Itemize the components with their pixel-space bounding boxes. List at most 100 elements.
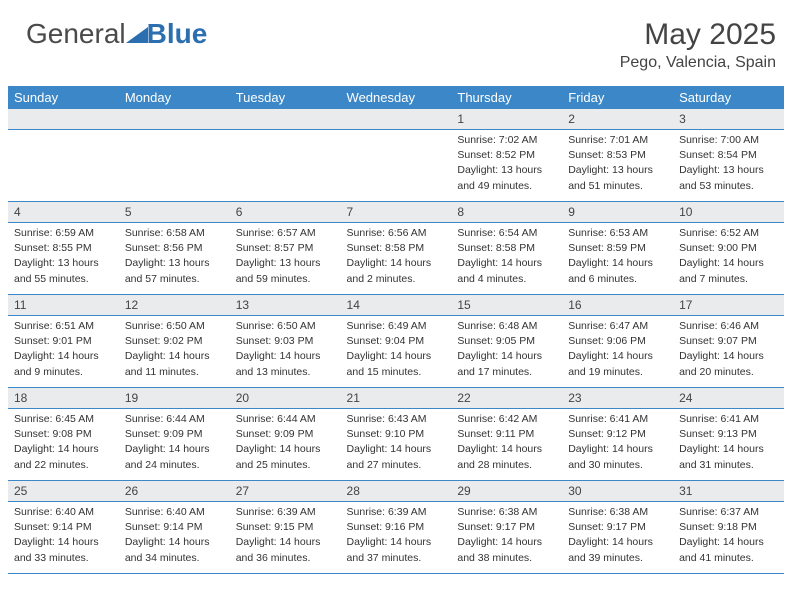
day-number <box>341 109 452 130</box>
day1-text: Daylight: 13 hours <box>125 256 224 270</box>
sunrise-text: Sunrise: 6:41 AM <box>679 412 778 426</box>
day-cell: Sunrise: 6:38 AMSunset: 9:17 PMDaylight:… <box>451 502 562 574</box>
day-cell: Sunrise: 6:44 AMSunset: 9:09 PMDaylight:… <box>230 409 341 481</box>
logo-triangle-icon <box>126 27 148 43</box>
day-number: 10 <box>673 202 784 223</box>
day-number: 26 <box>119 481 230 502</box>
day2-text: and 13 minutes. <box>236 365 335 379</box>
day-number: 29 <box>451 481 562 502</box>
day1-text: Daylight: 14 hours <box>568 349 667 363</box>
day2-text: and 53 minutes. <box>679 179 778 193</box>
day-cell: Sunrise: 7:02 AMSunset: 8:52 PMDaylight:… <box>451 130 562 202</box>
sunset-text: Sunset: 9:00 PM <box>679 241 778 255</box>
day2-text: and 59 minutes. <box>236 272 335 286</box>
sunrise-text: Sunrise: 6:39 AM <box>347 505 446 519</box>
day1-text: Daylight: 14 hours <box>679 442 778 456</box>
sunrise-text: Sunrise: 6:44 AM <box>125 412 224 426</box>
sunset-text: Sunset: 9:09 PM <box>125 427 224 441</box>
sunset-text: Sunset: 9:10 PM <box>347 427 446 441</box>
day1-text: Daylight: 14 hours <box>347 349 446 363</box>
day-cell <box>119 130 230 202</box>
sunset-text: Sunset: 9:18 PM <box>679 520 778 534</box>
day2-text: and 15 minutes. <box>347 365 446 379</box>
day2-text: and 34 minutes. <box>125 551 224 565</box>
day2-text: and 27 minutes. <box>347 458 446 472</box>
content-row: Sunrise: 6:51 AMSunset: 9:01 PMDaylight:… <box>8 316 784 388</box>
sunrise-text: Sunrise: 6:49 AM <box>347 319 446 333</box>
day-cell <box>8 130 119 202</box>
day1-text: Daylight: 14 hours <box>14 442 113 456</box>
day-number: 1 <box>451 109 562 130</box>
sunrise-text: Sunrise: 6:40 AM <box>14 505 113 519</box>
day1-text: Daylight: 14 hours <box>568 535 667 549</box>
day1-text: Daylight: 14 hours <box>347 442 446 456</box>
sunrise-text: Sunrise: 6:50 AM <box>125 319 224 333</box>
calendar-table: Sunday Monday Tuesday Wednesday Thursday… <box>8 86 784 574</box>
day-number: 6 <box>230 202 341 223</box>
day-cell: Sunrise: 6:42 AMSunset: 9:11 PMDaylight:… <box>451 409 562 481</box>
sunrise-text: Sunrise: 6:51 AM <box>14 319 113 333</box>
page-header: General Blue May 2025 Pego, Valencia, Sp… <box>0 0 792 80</box>
sunrise-text: Sunrise: 6:37 AM <box>679 505 778 519</box>
sunset-text: Sunset: 9:05 PM <box>457 334 556 348</box>
sunrise-text: Sunrise: 6:42 AM <box>457 412 556 426</box>
sunrise-text: Sunrise: 6:43 AM <box>347 412 446 426</box>
day-header: Wednesday <box>341 86 452 109</box>
day1-text: Daylight: 14 hours <box>236 442 335 456</box>
day-cell: Sunrise: 6:39 AMSunset: 9:15 PMDaylight:… <box>230 502 341 574</box>
day1-text: Daylight: 13 hours <box>457 163 556 177</box>
day-cell: Sunrise: 6:41 AMSunset: 9:13 PMDaylight:… <box>673 409 784 481</box>
day1-text: Daylight: 14 hours <box>457 535 556 549</box>
day-cell: Sunrise: 6:52 AMSunset: 9:00 PMDaylight:… <box>673 223 784 295</box>
title-block: May 2025 Pego, Valencia, Spain <box>620 18 776 72</box>
sunrise-text: Sunrise: 6:45 AM <box>14 412 113 426</box>
day2-text: and 49 minutes. <box>457 179 556 193</box>
day-number: 19 <box>119 388 230 409</box>
day-header: Tuesday <box>230 86 341 109</box>
day-cell: Sunrise: 7:01 AMSunset: 8:53 PMDaylight:… <box>562 130 673 202</box>
daynum-row: 45678910 <box>8 202 784 223</box>
sunrise-text: Sunrise: 6:46 AM <box>679 319 778 333</box>
day1-text: Daylight: 14 hours <box>125 349 224 363</box>
sunset-text: Sunset: 9:11 PM <box>457 427 556 441</box>
day-number: 18 <box>8 388 119 409</box>
day2-text: and 30 minutes. <box>568 458 667 472</box>
day1-text: Daylight: 14 hours <box>14 349 113 363</box>
sunset-text: Sunset: 9:02 PM <box>125 334 224 348</box>
sunset-text: Sunset: 9:14 PM <box>125 520 224 534</box>
day-cell <box>230 130 341 202</box>
sunrise-text: Sunrise: 6:53 AM <box>568 226 667 240</box>
day-number: 30 <box>562 481 673 502</box>
day1-text: Daylight: 14 hours <box>236 349 335 363</box>
sunrise-text: Sunrise: 6:47 AM <box>568 319 667 333</box>
day2-text: and 6 minutes. <box>568 272 667 286</box>
day-number: 17 <box>673 295 784 316</box>
sunrise-text: Sunrise: 6:38 AM <box>568 505 667 519</box>
sunset-text: Sunset: 8:52 PM <box>457 148 556 162</box>
sunrise-text: Sunrise: 6:56 AM <box>347 226 446 240</box>
day1-text: Daylight: 14 hours <box>347 256 446 270</box>
sunset-text: Sunset: 9:13 PM <box>679 427 778 441</box>
day-cell: Sunrise: 6:59 AMSunset: 8:55 PMDaylight:… <box>8 223 119 295</box>
day-number: 15 <box>451 295 562 316</box>
day-cell <box>341 130 452 202</box>
location-subtitle: Pego, Valencia, Spain <box>620 54 776 72</box>
logo-text-1: General <box>26 18 126 50</box>
day-cell: Sunrise: 6:56 AMSunset: 8:58 PMDaylight:… <box>341 223 452 295</box>
day1-text: Daylight: 14 hours <box>568 256 667 270</box>
sunrise-text: Sunrise: 6:59 AM <box>14 226 113 240</box>
day1-text: Daylight: 14 hours <box>568 442 667 456</box>
day-number: 4 <box>8 202 119 223</box>
daynum-row: 11121314151617 <box>8 295 784 316</box>
day2-text: and 11 minutes. <box>125 365 224 379</box>
day-cell: Sunrise: 6:37 AMSunset: 9:18 PMDaylight:… <box>673 502 784 574</box>
day-cell: Sunrise: 6:49 AMSunset: 9:04 PMDaylight:… <box>341 316 452 388</box>
sunset-text: Sunset: 9:09 PM <box>236 427 335 441</box>
day-cell: Sunrise: 6:50 AMSunset: 9:02 PMDaylight:… <box>119 316 230 388</box>
sunrise-text: Sunrise: 6:57 AM <box>236 226 335 240</box>
day1-text: Daylight: 13 hours <box>14 256 113 270</box>
day1-text: Daylight: 14 hours <box>679 535 778 549</box>
day-number: 12 <box>119 295 230 316</box>
day2-text: and 24 minutes. <box>125 458 224 472</box>
day-number: 3 <box>673 109 784 130</box>
